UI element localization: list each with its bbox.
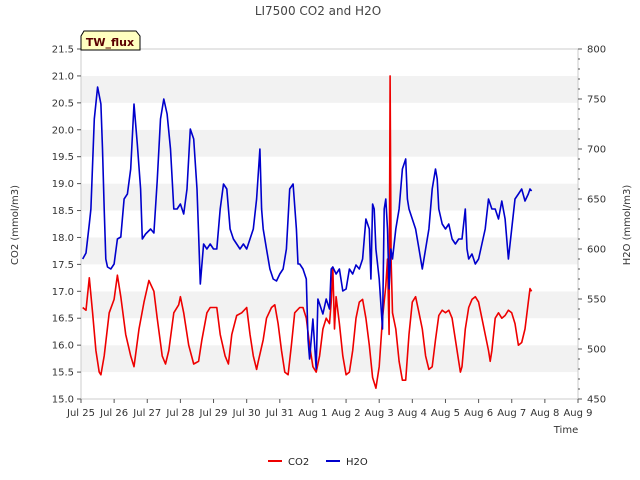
x-tick-label: Jul 30 bbox=[232, 408, 261, 419]
legend-co2-label: CO2 bbox=[288, 457, 309, 468]
y-left-tick-label: 19.0 bbox=[52, 179, 74, 190]
x-tick-label: Aug 4 bbox=[398, 408, 427, 419]
x-tick-label: Jul 29 bbox=[199, 408, 228, 419]
tw-flux-badge: TW_flux bbox=[80, 30, 141, 51]
grid-band bbox=[81, 75, 578, 103]
plot-frame bbox=[80, 48, 579, 400]
x-tick-label: Jul 31 bbox=[265, 408, 294, 419]
chart-title: LI7500 CO2 and H2O bbox=[255, 4, 381, 18]
y-left-tick-label: 15.0 bbox=[52, 395, 74, 406]
x-tick-label: Aug 1 bbox=[298, 408, 327, 419]
y-left-tick-label: 18.0 bbox=[52, 233, 74, 244]
y-left-tick-label: 20.0 bbox=[52, 125, 74, 136]
y-right-tick-label: 450 bbox=[587, 395, 606, 406]
y-left-tick-label: 21.0 bbox=[52, 71, 74, 82]
grid-band bbox=[81, 183, 578, 211]
legend: CO2 H2O bbox=[268, 457, 368, 468]
y-axis-right-label: H2O (mmol/m3) bbox=[622, 185, 633, 266]
x-tick-label: Aug 9 bbox=[563, 408, 592, 419]
y-left-tick-label: 16.0 bbox=[52, 341, 74, 352]
y-left-tick-label: 16.5 bbox=[52, 314, 74, 325]
grid-band bbox=[81, 210, 578, 238]
y-right-tick-label: 800 bbox=[587, 45, 606, 56]
grid-band bbox=[81, 264, 578, 292]
grid-band bbox=[81, 156, 578, 184]
y-left-tick-label: 18.5 bbox=[52, 206, 74, 217]
right-axis-ticks: 450 500 550 600 650 700 750 800 bbox=[578, 45, 606, 406]
y-right-tick-label: 600 bbox=[587, 245, 606, 256]
y-left-tick-label: 19.5 bbox=[52, 152, 74, 163]
y-right-tick-label: 700 bbox=[587, 145, 606, 156]
x-axis-ticks: Jul 25 Jul 26 Jul 27 Jul 28 Jul 29 Jul 30 Jul … bbox=[66, 399, 593, 419]
grid-band bbox=[81, 102, 578, 130]
background-bands bbox=[81, 49, 578, 399]
x-tick-label: Jul 28 bbox=[165, 408, 194, 419]
left-axis-ticks: 15.0 15.5 16.0 16.5 17.0 17.5 18.0 18.5 19.0 19.5… bbox=[52, 45, 81, 406]
y-left-tick-label: 21.5 bbox=[52, 45, 74, 56]
y-left-tick-label: 17.0 bbox=[52, 287, 74, 298]
badge-label: TW_flux bbox=[86, 36, 134, 49]
x-tick-label: Aug 6 bbox=[464, 408, 493, 419]
y-right-tick-label: 500 bbox=[587, 345, 606, 356]
x-axis-label: Time bbox=[553, 425, 578, 436]
y-right-tick-label: 550 bbox=[587, 295, 606, 306]
x-tick-label: Jul 27 bbox=[132, 408, 161, 419]
y-right-tick-label: 750 bbox=[587, 95, 606, 106]
series-h2o-line bbox=[81, 86, 533, 370]
y-left-tick-label: 15.5 bbox=[52, 368, 74, 379]
legend-h2o-label: H2O bbox=[346, 457, 368, 468]
grid-band bbox=[81, 372, 578, 399]
x-tick-label: Aug 2 bbox=[332, 408, 361, 419]
badge-shape bbox=[80, 30, 141, 51]
x-tick-label: Aug 7 bbox=[497, 408, 526, 419]
x-tick-label: Jul 26 bbox=[99, 408, 128, 419]
series-lines bbox=[81, 75, 533, 390]
y-axis-left-label: CO2 (mmol/m3) bbox=[10, 185, 21, 265]
x-tick-label: Aug 8 bbox=[530, 408, 559, 419]
grid-band bbox=[81, 345, 578, 373]
x-tick-label: Aug 3 bbox=[365, 408, 394, 419]
grid-band bbox=[81, 129, 578, 157]
series-co2-line bbox=[82, 75, 533, 390]
grid-band bbox=[81, 49, 578, 76]
grid-band bbox=[81, 237, 578, 265]
y-right-tick-label: 650 bbox=[587, 195, 606, 206]
y-left-tick-label: 20.5 bbox=[52, 98, 74, 109]
x-tick-label: Jul 25 bbox=[66, 408, 95, 419]
x-tick-label: Aug 5 bbox=[431, 408, 460, 419]
y-left-tick-label: 17.5 bbox=[52, 260, 74, 271]
